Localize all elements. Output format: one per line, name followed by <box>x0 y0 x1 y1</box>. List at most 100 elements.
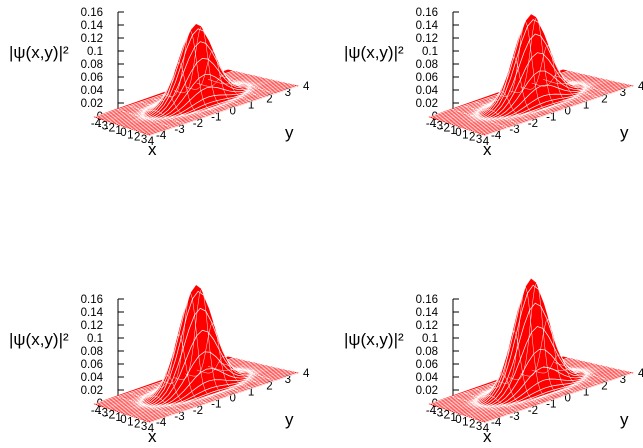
surface-mesh <box>429 277 633 423</box>
z-tick-label: 0.04 <box>81 372 104 384</box>
surface-slice-x <box>147 84 295 135</box>
y-tick-label: -3 <box>509 124 519 136</box>
surface-slice-x <box>143 370 291 421</box>
x-tick-label: 1 <box>462 129 468 141</box>
y-tick-label: -2 <box>528 405 538 417</box>
surface-slice-y <box>542 79 599 98</box>
y-tick-label: 1 <box>583 386 589 398</box>
x-tick-label: -1 <box>112 412 122 424</box>
x-tick-label: 2 <box>469 132 475 144</box>
y-tick-label: 2 <box>601 380 607 392</box>
surface-slice-y <box>151 61 207 117</box>
surface-slice-x <box>143 83 291 134</box>
surface-slice-y <box>475 91 531 121</box>
y-tick-label: 0 <box>230 393 236 405</box>
surface-slice-x <box>478 370 626 421</box>
z-tick-label: 0.06 <box>416 72 438 84</box>
surface-slice-y <box>497 285 553 400</box>
z-tick-label: 0.08 <box>416 346 438 358</box>
x-tick-label: -2 <box>440 410 450 422</box>
surface-slice-y <box>554 362 610 381</box>
x-tick-label: -2 <box>440 123 450 135</box>
z-tick-label: 0.06 <box>81 359 103 371</box>
y-tick-label: 3 <box>285 374 291 386</box>
y-tick-label: 4 <box>303 368 310 380</box>
x-tick-label: -3 <box>98 120 108 132</box>
surface-slice-y <box>452 109 508 128</box>
z-axis: 00.020.040.060.080.10.120.140.16|ψ(x,y)|… <box>344 294 459 410</box>
y-tick-label: -2 <box>193 405 203 417</box>
surface-mesh <box>429 13 633 136</box>
y-tick-label: 4 <box>638 368 643 380</box>
x-tick-label: 3 <box>476 134 482 146</box>
z-tick-label: 0.12 <box>81 33 103 45</box>
z-axis-label: |ψ(x,y)|² <box>344 330 404 349</box>
x-tick-label: 4 <box>483 136 490 148</box>
z-tick-label: 0.1 <box>422 333 438 345</box>
z-tick-label: 0.04 <box>81 85 104 97</box>
surface-slice-x <box>149 85 298 136</box>
surface-slice-y <box>497 20 553 113</box>
z-axis: 00.020.040.060.080.10.120.140.16|ψ(x,y)|… <box>9 7 124 123</box>
x-tick-label: -4 <box>91 405 102 417</box>
x-tick-label: -3 <box>433 407 443 419</box>
y-axis: -4 -3 -2 -1 012 34 y <box>156 368 310 429</box>
z-tick-label: 0.16 <box>416 7 438 19</box>
x-tick-label: 3 <box>141 134 147 146</box>
surface-slice-x <box>478 83 626 134</box>
surface-slice-y <box>117 396 173 415</box>
surface-slice-x <box>147 371 295 422</box>
z-tick-label: 0.14 <box>416 20 439 32</box>
z-tick-label: 0.02 <box>81 98 103 110</box>
y-axis-label: y <box>620 410 629 429</box>
surface-slice-y <box>207 366 264 385</box>
x-tick-label: -4 <box>91 118 102 130</box>
surface-slice-x <box>480 371 628 421</box>
y-tick-label: 2 <box>266 380 272 392</box>
y-tick-label: -1 <box>546 399 556 411</box>
y-tick-label: -3 <box>174 124 184 136</box>
x-tick-label: 0 <box>455 414 461 426</box>
x-axis: -4-3-2-10 1 2 3 4x <box>91 405 157 446</box>
y-tick-label: 3 <box>620 87 626 99</box>
z-axis-label: |ψ(x,y)|² <box>9 330 69 349</box>
surface-slice-x <box>145 371 293 421</box>
surface-slice-y <box>463 392 520 411</box>
x-axis-label: x <box>148 427 157 446</box>
z-tick-label: 0.08 <box>81 346 103 358</box>
y-tick-label: -1 <box>546 112 556 124</box>
y-axis: -4 -3 -2 -1 012 34 y <box>156 81 310 142</box>
surface-slice-x <box>480 84 628 134</box>
surface-slice-y <box>509 16 565 109</box>
x-tick-label: 0 <box>120 127 126 139</box>
z-axis: 00.020.040.060.080.10.120.140.16|ψ(x,y)|… <box>9 294 124 410</box>
x-tick-label: -4 <box>426 405 437 417</box>
panel-bottom-right: 0 0.020.040.060.080.10.120.140.16 |ψ(x,y)|… <box>344 277 643 446</box>
y-tick-label: -4 <box>156 130 167 142</box>
z-tick-label: 0.04 <box>416 372 439 384</box>
surface-slice-y <box>520 318 576 393</box>
y-tick-label: -4 <box>491 130 502 142</box>
y-tick-label: -1 <box>211 112 221 124</box>
z-tick-label: 0.14 <box>81 20 104 32</box>
surface-slice-y <box>509 281 565 396</box>
x-tick-label: 4 <box>148 423 155 435</box>
x-tick-label: -1 <box>447 412 457 424</box>
z-tick-label: 0.1 <box>422 46 438 58</box>
y-tick-label: -2 <box>193 118 203 130</box>
z-tick-label: 0.04 <box>416 85 439 97</box>
y-axis-label: y <box>285 410 294 429</box>
surface-slice-x <box>484 372 633 423</box>
z-axis: 00.020.040.060.080.10.120.140.16|ψ(x,y)|… <box>344 7 459 123</box>
surface-slice-y <box>520 44 576 106</box>
surface-slice-y <box>117 109 173 128</box>
surface-slice-y <box>185 50 241 106</box>
x-axis: -4-3-2-10 1 2 3 4x <box>426 118 492 159</box>
surface-slice-x <box>484 85 633 136</box>
z-tick-label: 0.12 <box>416 33 438 45</box>
z-tick-label: 0.12 <box>416 320 438 332</box>
panel-top-left: 0 0.020.040.060.080.10.120.140.16 |ψ(x,y)|… <box>9 7 310 159</box>
surface-slice-y <box>196 355 252 389</box>
x-tick-label: 1 <box>127 416 133 428</box>
